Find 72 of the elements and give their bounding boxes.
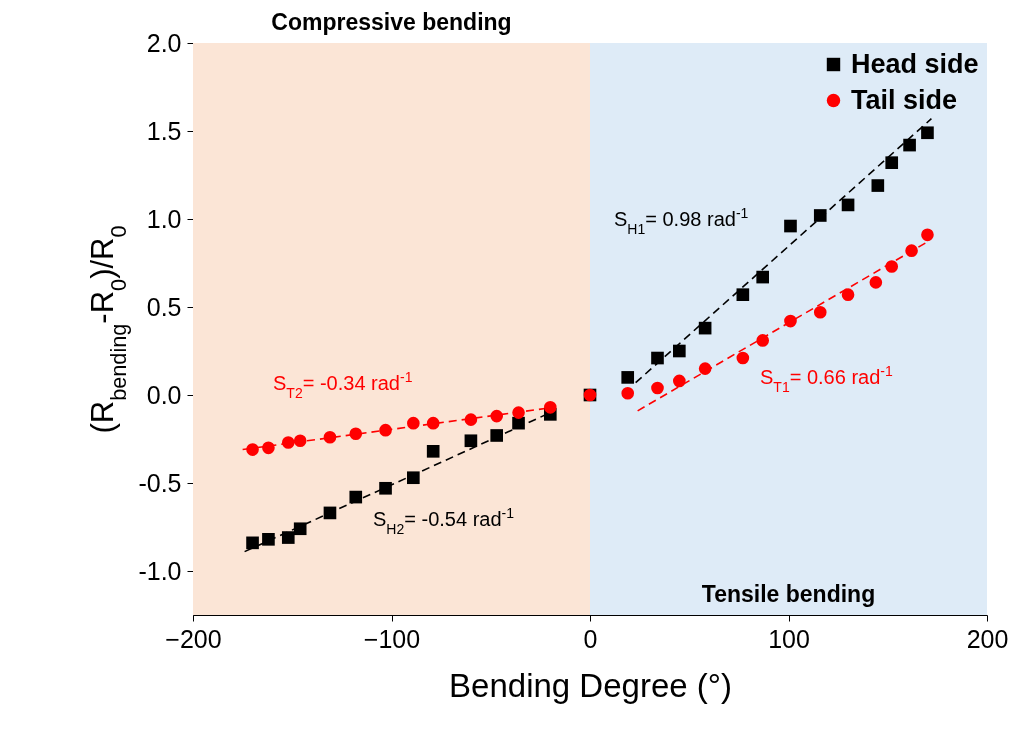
point [464, 434, 478, 448]
point [349, 490, 363, 504]
point [426, 445, 440, 458]
point [293, 522, 307, 536]
point [869, 276, 883, 289]
point [621, 371, 635, 384]
annotation: S$_{T1}$= 0.66 rad$^{-1}$ [760, 363, 893, 395]
point [784, 314, 797, 328]
point [349, 427, 363, 441]
point [736, 351, 750, 365]
x-axis-title: Bending Degree (°) [449, 666, 732, 704]
y-tick-label: -0.5 [138, 468, 182, 497]
x-tick-label: 200 [966, 624, 1009, 653]
annotation: S$_{H1}$= 0.98 rad$^{-1}$ [614, 205, 749, 237]
band-label: Tensile bending [701, 581, 876, 607]
point [921, 228, 934, 242]
point [293, 434, 307, 448]
point [262, 533, 275, 546]
point [885, 156, 899, 169]
point [426, 416, 440, 430]
point [673, 374, 686, 388]
point [871, 179, 885, 192]
point [784, 219, 797, 233]
point [379, 481, 392, 495]
annotation: S$_{H2}$= -0.54 rad$^{-1}$ [373, 505, 515, 537]
point [490, 409, 504, 423]
point [490, 429, 504, 442]
y-tick-label: 0.5 [146, 292, 182, 321]
y-tick-label: 1.5 [146, 116, 182, 145]
point [379, 423, 392, 437]
point [651, 351, 664, 365]
legend-label: Head side [851, 48, 979, 79]
annotation: S$_{T2}$= -0.34 rad$^{-1}$ [273, 369, 413, 401]
point [246, 536, 259, 550]
x-tick-label: −100 [363, 624, 421, 653]
point [246, 443, 259, 456]
point [673, 344, 686, 358]
x-tick-label: −200 [165, 624, 222, 653]
point [756, 270, 770, 284]
y-tick-label: -1.0 [138, 556, 182, 585]
point [698, 321, 712, 335]
legend-label: Tail side [851, 84, 958, 115]
x-tick-label: 0 [583, 624, 598, 653]
point [813, 209, 827, 222]
point [698, 362, 712, 375]
point [281, 436, 295, 449]
point [323, 430, 337, 444]
y-tick-label: 1.0 [146, 204, 182, 233]
point [262, 441, 275, 455]
point [813, 305, 827, 319]
point [281, 531, 295, 544]
point [841, 198, 855, 212]
point [905, 244, 918, 257]
y-tick-label: 2.0 [146, 28, 182, 57]
point [736, 288, 750, 301]
point [885, 260, 899, 273]
point [407, 471, 420, 485]
point [543, 401, 557, 414]
point [512, 406, 525, 419]
point [921, 126, 934, 140]
y-tick-label: 0.0 [146, 380, 182, 409]
point [464, 413, 478, 426]
point [621, 386, 635, 400]
point [407, 416, 420, 430]
point [651, 381, 664, 395]
point [323, 506, 337, 520]
point [841, 288, 855, 301]
point [903, 138, 916, 152]
x-tick-label: 100 [768, 624, 810, 653]
point [756, 334, 770, 347]
point [512, 416, 525, 430]
band-label: Compressive bending [271, 9, 512, 35]
